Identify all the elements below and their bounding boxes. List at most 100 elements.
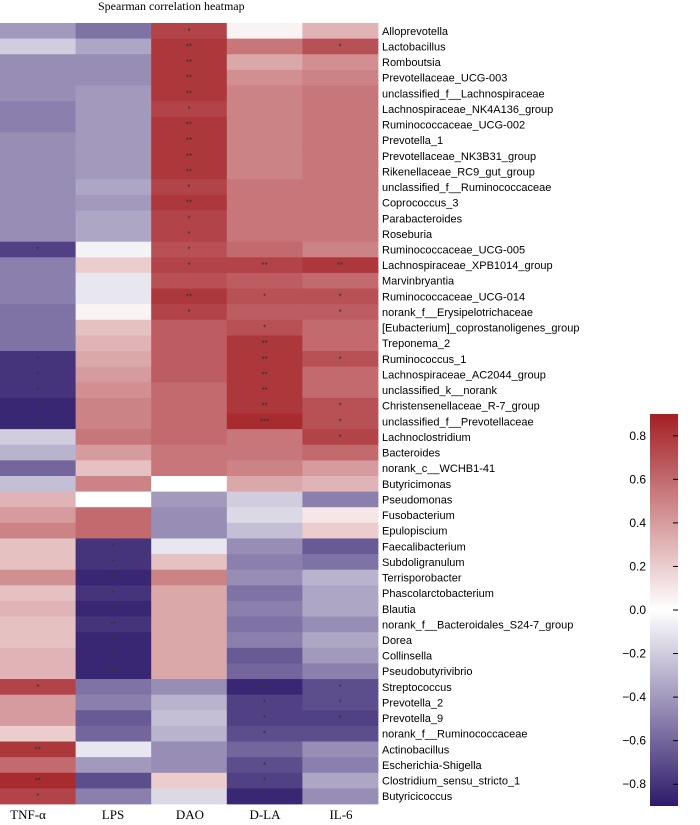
colorbar-tick-label: −0.8 (622, 777, 646, 791)
heatmap-cell (226, 772, 303, 789)
heatmap-cell (302, 788, 379, 805)
heatmap-cell (226, 444, 303, 461)
heatmap-cell (151, 366, 228, 383)
row-label: Roseburia (382, 229, 433, 241)
row-label: Ruminococcaceae_UCG-002 (382, 120, 525, 132)
heatmap-cell (151, 304, 228, 321)
heatmap-cell (226, 585, 303, 602)
row-label: Lachnoclostridium (382, 432, 471, 444)
row-label: Prevotella_1 (382, 135, 443, 147)
significance-mark: * (36, 245, 39, 254)
heatmap-cell (226, 413, 303, 430)
heatmap-cell (302, 54, 379, 71)
heatmap-cell (75, 116, 152, 133)
row-label: unclassified_f__Prevotellaceae (382, 416, 534, 428)
heatmap-cell (151, 241, 228, 258)
row-label: Terrisporobacter (382, 573, 462, 585)
heatmap-cell (302, 772, 379, 789)
heatmap-cells (0, 23, 379, 805)
significance-mark: * (339, 402, 342, 411)
heatmap-cell (226, 757, 303, 774)
row-label: Rikenellaceae_RC9_gut_group (382, 166, 535, 178)
significance-mark: * (36, 386, 39, 395)
heatmap-cell (226, 663, 303, 680)
heatmap-cell (226, 85, 303, 102)
significance-mark: ** (35, 402, 41, 411)
heatmap-cell (75, 226, 152, 243)
heatmap-cell (75, 569, 152, 586)
heatmap-cell (302, 585, 379, 602)
row-label: Escherichia-Shigella (382, 760, 483, 772)
significance-mark: ** (35, 745, 41, 754)
heatmap-cell (151, 23, 228, 40)
heatmap-cell (226, 69, 303, 86)
heatmap-cell (75, 319, 152, 336)
heatmap-cell (0, 397, 76, 414)
heatmap-cell (226, 569, 303, 586)
heatmap-cell (302, 147, 379, 164)
heatmap-cell (151, 647, 228, 664)
heatmap-cell (226, 147, 303, 164)
heatmap-cell (226, 226, 303, 243)
heatmap-cell (75, 54, 152, 71)
heatmap-cell (0, 460, 76, 477)
colorbar-ticks: 0.8 0.6 0.4 0.2 0.0 −0.2 −0.4 −0.6 −0.8 (622, 429, 678, 791)
heatmap-cell (151, 69, 228, 86)
heatmap-cell (302, 460, 379, 477)
heatmap-cell (226, 522, 303, 539)
heatmap-cell (75, 725, 152, 742)
heatmap-cell (75, 288, 152, 305)
heatmap-cell (151, 788, 228, 805)
row-labels: Alloprevotella Lactobacillus Romboutsia Pre… (382, 26, 580, 803)
heatmap-cell (151, 147, 228, 164)
heatmap-cell (0, 147, 76, 164)
heatmap-cell (151, 522, 228, 539)
heatmap-cell (226, 179, 303, 196)
significance-mark: ** (186, 167, 192, 176)
significance-mark: ** (261, 370, 267, 379)
chart-title: Spearman correlation heatmap (98, 0, 245, 13)
significance-mark: ** (186, 136, 192, 145)
heatmap-cell (0, 710, 76, 727)
significance-mark: ** (110, 574, 116, 583)
heatmap-cell (302, 69, 379, 86)
heatmap-cell (302, 632, 379, 649)
heatmap-cell (75, 632, 152, 649)
heatmap-cell (151, 491, 228, 508)
heatmap-cell (0, 304, 76, 321)
heatmap-cell (0, 569, 76, 586)
heatmap-cell (226, 397, 303, 414)
heatmap-cell (0, 38, 76, 55)
significance-mark: * (112, 558, 115, 567)
heatmap-cell (0, 647, 76, 664)
significance-mark: ** (110, 605, 116, 614)
colorbar-tick-label: 0.8 (629, 429, 646, 443)
heatmap-cell (0, 226, 76, 243)
significance-mark: * (263, 714, 266, 723)
heatmap-cell (302, 569, 379, 586)
heatmap-cell (151, 600, 228, 617)
column-label: D-LA (249, 807, 281, 822)
row-label: Actinobacillus (382, 744, 450, 756)
heatmap-cell (302, 179, 379, 196)
significance-mark: ** (261, 355, 267, 364)
heatmap-cell (151, 54, 228, 71)
heatmap-cell (75, 616, 152, 633)
heatmap-cell (0, 663, 76, 680)
heatmap-cell (226, 491, 303, 508)
row-label: Bacteroides (382, 448, 441, 460)
row-label: Prevotellaceae_UCG-003 (382, 73, 507, 85)
heatmap-cell (75, 69, 152, 86)
heatmap-cell (302, 429, 379, 446)
heatmap-cell (0, 741, 76, 758)
heatmap-cell (151, 741, 228, 758)
significance-mark: ** (35, 417, 41, 426)
heatmap-cell (151, 475, 228, 492)
heatmap-cell (151, 272, 228, 289)
heatmap-cell (75, 647, 152, 664)
heatmap-cell (302, 116, 379, 133)
significance-mark: * (36, 683, 39, 692)
heatmap-cell (151, 757, 228, 774)
heatmap-cell (75, 679, 152, 696)
significance-marks: *** ********************** ** ** **** * ** ****… (35, 27, 344, 801)
